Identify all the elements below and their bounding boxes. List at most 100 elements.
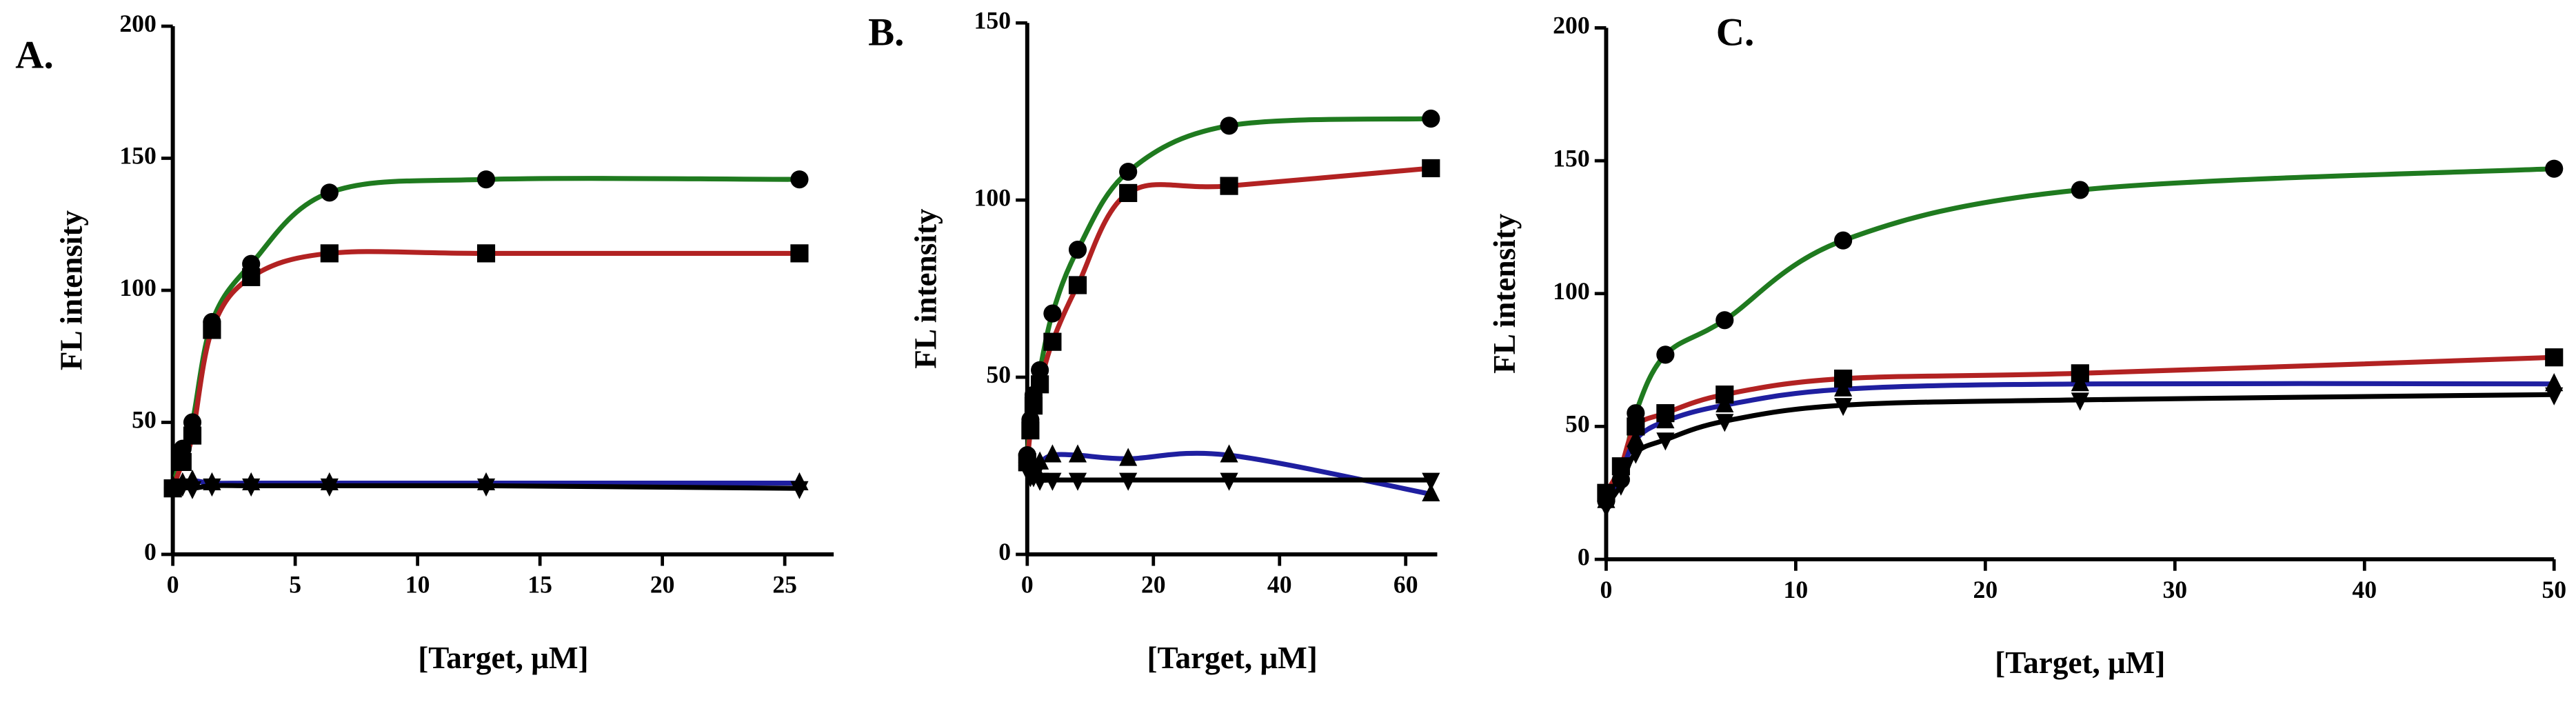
- x-tick-label: 10: [1784, 576, 1809, 603]
- marker: [1043, 304, 1062, 323]
- x-tick-label: 5: [289, 571, 301, 599]
- x-tick-label: 40: [1267, 571, 1292, 599]
- marker: [1656, 432, 1675, 451]
- marker: [203, 321, 221, 339]
- fit-line: [170, 249, 800, 490]
- y-axis-label: FL intensity: [54, 210, 88, 370]
- marker: [2071, 373, 2089, 392]
- marker: [1220, 444, 1238, 463]
- marker: [790, 170, 809, 189]
- marker: [1834, 231, 1853, 250]
- panel: B. 0 50 100 150 0 20 40 60 [Target, μM] FL intensi…: [868, 6, 1440, 675]
- marker: [1627, 428, 1645, 448]
- marker: [2545, 348, 2564, 367]
- marker: [1422, 109, 1440, 128]
- x-axis-label: [Target, μM]: [1147, 641, 1317, 675]
- marker: [1656, 410, 1675, 429]
- fit-line: [1604, 166, 2555, 503]
- marker: [1031, 472, 1049, 491]
- marker: [1422, 159, 1440, 178]
- marker: [1043, 444, 1062, 463]
- marker: [790, 481, 809, 499]
- panel: A. 0 50 100 150 200 0 5 10 15 20 25 [Target, μM] FL i…: [15, 10, 834, 675]
- marker: [1597, 499, 1616, 517]
- marker: [1220, 117, 1238, 135]
- x-tick-label: 50: [2542, 576, 2566, 603]
- fit-line: [1025, 166, 1431, 463]
- x-tick-label: 40: [2352, 576, 2377, 603]
- marker: [1068, 241, 1087, 259]
- marker: [476, 170, 496, 189]
- panel-label: C.: [1716, 10, 1755, 54]
- marker: [1043, 332, 1062, 351]
- marker: [183, 481, 202, 499]
- marker: [1611, 477, 1630, 496]
- marker: [1119, 472, 1138, 491]
- marker: [1068, 472, 1087, 491]
- x-tick-label: 30: [2162, 576, 2187, 603]
- y-tick-label: 150: [119, 142, 156, 170]
- marker: [320, 244, 339, 263]
- x-axis-label: [Target, μM]: [1995, 645, 2165, 680]
- marker: [173, 452, 192, 471]
- marker: [1119, 183, 1138, 202]
- marker: [1834, 378, 1853, 397]
- x-tick-label: 20: [1973, 576, 1998, 603]
- marker: [2071, 181, 2089, 199]
- marker: [1068, 276, 1087, 294]
- x-axis-label: [Target, μM]: [418, 641, 588, 675]
- panel-label: A.: [15, 34, 54, 77]
- marker: [1024, 397, 1043, 415]
- marker: [2545, 387, 2564, 405]
- panel: C. 0 50 100 150 200 0 10 20 30 40 50 [Target, μM] FL …: [1487, 10, 2566, 680]
- fit-line: [1604, 392, 2555, 508]
- marker: [242, 478, 261, 497]
- marker: [1031, 451, 1049, 470]
- y-tick-label: 50: [986, 361, 1011, 388]
- marker: [1021, 421, 1040, 440]
- marker: [476, 478, 496, 497]
- marker: [1220, 177, 1238, 195]
- marker: [1834, 398, 1853, 417]
- marker: [320, 183, 339, 202]
- marker: [1119, 448, 1138, 466]
- marker: [1031, 375, 1049, 394]
- marker: [1220, 472, 1238, 491]
- y-tick-label: 0: [144, 538, 157, 565]
- fit-line: [170, 176, 800, 490]
- fit-line: [1025, 116, 1431, 456]
- y-tick-label: 200: [1553, 12, 1589, 39]
- marker: [1715, 311, 1734, 330]
- x-tick-label: 20: [650, 571, 675, 599]
- marker: [1422, 472, 1440, 491]
- marker: [1715, 414, 1734, 432]
- marker: [320, 478, 339, 497]
- y-tick-label: 100: [1553, 277, 1589, 305]
- y-tick-label: 150: [1553, 144, 1589, 172]
- x-tick-label: 15: [527, 571, 552, 599]
- marker: [1119, 162, 1138, 181]
- marker: [476, 244, 496, 263]
- marker: [1422, 483, 1440, 502]
- y-tick-label: 50: [132, 406, 157, 434]
- marker: [1031, 361, 1049, 379]
- marker: [203, 478, 221, 497]
- y-tick-label: 200: [119, 10, 156, 37]
- x-tick-label: 60: [1393, 571, 1418, 599]
- marker: [1627, 445, 1645, 464]
- x-tick-label: 20: [1141, 571, 1166, 599]
- x-tick-label: 0: [1021, 571, 1034, 599]
- y-tick-label: 100: [119, 274, 156, 301]
- x-tick-label: 0: [1600, 576, 1613, 603]
- y-tick-label: 0: [998, 538, 1011, 565]
- y-axis-label: FL intensity: [908, 208, 943, 369]
- x-tick-label: 0: [167, 571, 179, 599]
- y-axis-label: FL intensity: [1487, 213, 1522, 374]
- marker: [1715, 394, 1734, 413]
- marker: [183, 426, 202, 445]
- marker: [1068, 444, 1087, 463]
- marker: [2071, 392, 2089, 411]
- marker: [1611, 463, 1630, 482]
- y-tick-label: 100: [974, 183, 1011, 211]
